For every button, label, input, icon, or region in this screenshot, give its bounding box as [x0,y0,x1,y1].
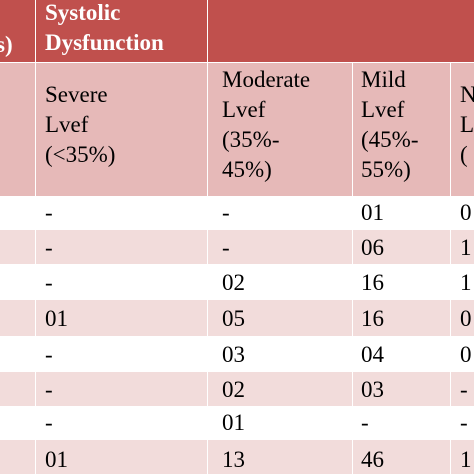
table-group-header-row: s) Systolic Dysfunction [0,0,474,62]
systolic-header-line2: Dysfunction [45,30,164,55]
table-cell: - [45,377,53,402]
col-mild-line1: Mild [361,67,406,92]
table-cell: 1 [460,235,472,260]
col-mild-line2: Lvef [361,97,405,122]
col-header-moderate: Moderate Lvef (35%- 45%) [208,63,352,196]
column-divider [352,197,353,474]
table-cell: - [45,342,53,367]
table-cell: 13 [222,447,245,472]
table-cell: - [45,270,53,295]
table-cell: 06 [361,235,384,260]
table-cell: - [222,200,230,225]
table-cell: 04 [361,342,384,367]
col-severe-line2: Lvef [45,112,89,137]
table-cell: 01 [45,447,68,472]
table-row: - 01 - - [0,407,474,439]
col-normal-line2: L [460,112,474,137]
systolic-header-line1: Systolic [45,0,121,25]
col-mild-line3: (45%- [361,127,419,152]
table-cell: 0 [460,306,472,331]
table-row: - 02 16 1 [0,265,474,299]
table-cell: 0 [460,200,472,225]
table-row: - 02 03 - [0,372,474,406]
column-divider [450,197,451,474]
col-severe-line1: Severe [45,82,108,107]
column-divider [35,197,36,474]
col-moderate-line1: Moderate [222,67,311,92]
table-cell: - [460,410,468,435]
table-cell: - [222,235,230,260]
table-row: - - 06 1 [0,230,474,264]
table-cell: 01 [361,200,384,225]
col-moderate-line4: 45%) [222,157,272,182]
col-header-mild: Mild Lvef (45%- 55%) [353,63,450,196]
row-label-header-text: s) [0,32,13,57]
col-mild-line4: 55%) [361,157,411,182]
table-cell: 16 [361,270,384,295]
systolic-dysfunction-header-cell: Systolic Dysfunction [36,0,474,62]
table-row: - - 01 0 [0,197,474,229]
table-cell: 05 [222,306,245,331]
table-cell: 02 [222,270,245,295]
table-cell: 03 [361,377,384,402]
row-label-subheader-cell [0,63,35,196]
col-normal-line1: N [460,82,474,107]
table-cell: 46 [361,447,384,472]
table-cell: - [460,377,468,402]
table-cell: - [45,235,53,260]
row-label-header-cell: s) [0,0,35,62]
table-row: - 03 04 0 [0,337,474,371]
col-moderate-line2: Lvef [222,97,266,122]
table-cell: 16 [361,306,384,331]
col-header-severe: Severe Lvef (<35%) [36,63,207,196]
table-cell: 03 [222,342,245,367]
table-row: 01 05 16 0 [0,300,474,336]
table-row-total: 01 13 46 1 [0,440,474,474]
table-cell: 1 [460,270,472,295]
table-column-header-row: Severe Lvef (<35%) Moderate Lvef (35%- 4… [0,63,474,196]
col-header-normal-partial: N L ( [451,63,474,196]
table-cell: 0 [460,342,472,367]
table-cell: 01 [45,306,68,331]
col-normal-line3: ( [460,142,468,167]
table-cell: 1 [460,447,472,472]
col-severe-line3: (<35%) [45,142,116,167]
table-cell: 02 [222,377,245,402]
table-cell: 01 [222,410,245,435]
col-moderate-line3: (35%- [222,127,280,152]
column-divider [207,197,208,474]
table-cell: - [45,410,53,435]
table-cell: - [361,410,369,435]
table-cell: - [45,200,53,225]
